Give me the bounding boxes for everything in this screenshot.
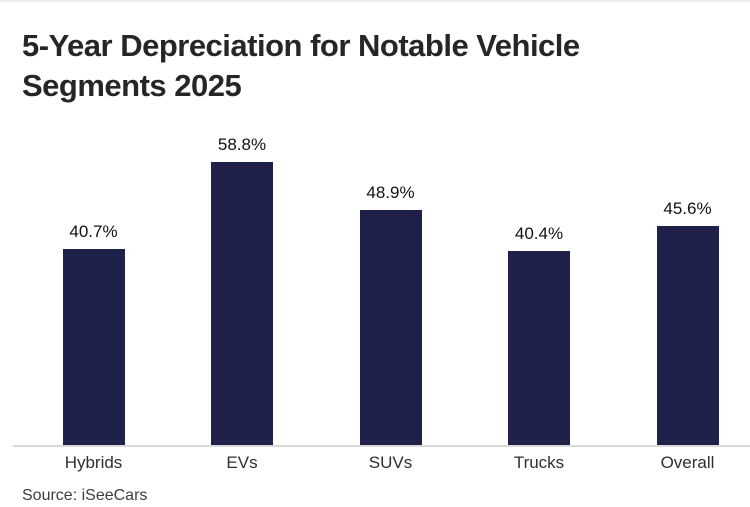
x-axis-label-hybrids: Hybrids: [64, 453, 123, 472]
bar-trucks: [508, 251, 570, 446]
bar-value-label-trucks: 40.4%: [514, 224, 564, 243]
bar-value-label-hybrids: 40.7%: [69, 222, 118, 241]
x-axis-label-trucks: Trucks: [513, 453, 565, 472]
bar-overall: [656, 226, 719, 446]
x-axis-line: [13, 445, 750, 447]
chart-title-line-1: 5-Year Depreciation for Notable Vehicle: [22, 28, 580, 63]
x-axis-label-overall: Overall: [660, 453, 715, 472]
x-axis-label-evs: EVs: [226, 453, 258, 472]
bar-evs: [211, 162, 273, 446]
chart-title-line-2: Segments 2025: [22, 68, 242, 103]
bar-hybrids: [62, 249, 125, 446]
bar-value-label-overall: 45.6%: [663, 199, 712, 218]
source-note: Source: iSeeCars: [22, 487, 148, 504]
chart-title: 5-Year Depreciation for Notable Vehicle …: [22, 26, 728, 106]
bar-suvs: [359, 210, 422, 446]
bar-value-label-suvs: 48.9%: [366, 183, 415, 202]
x-axis-label-suvs: SUVs: [368, 453, 413, 472]
bar-value-label-evs: 58.8%: [217, 135, 267, 154]
